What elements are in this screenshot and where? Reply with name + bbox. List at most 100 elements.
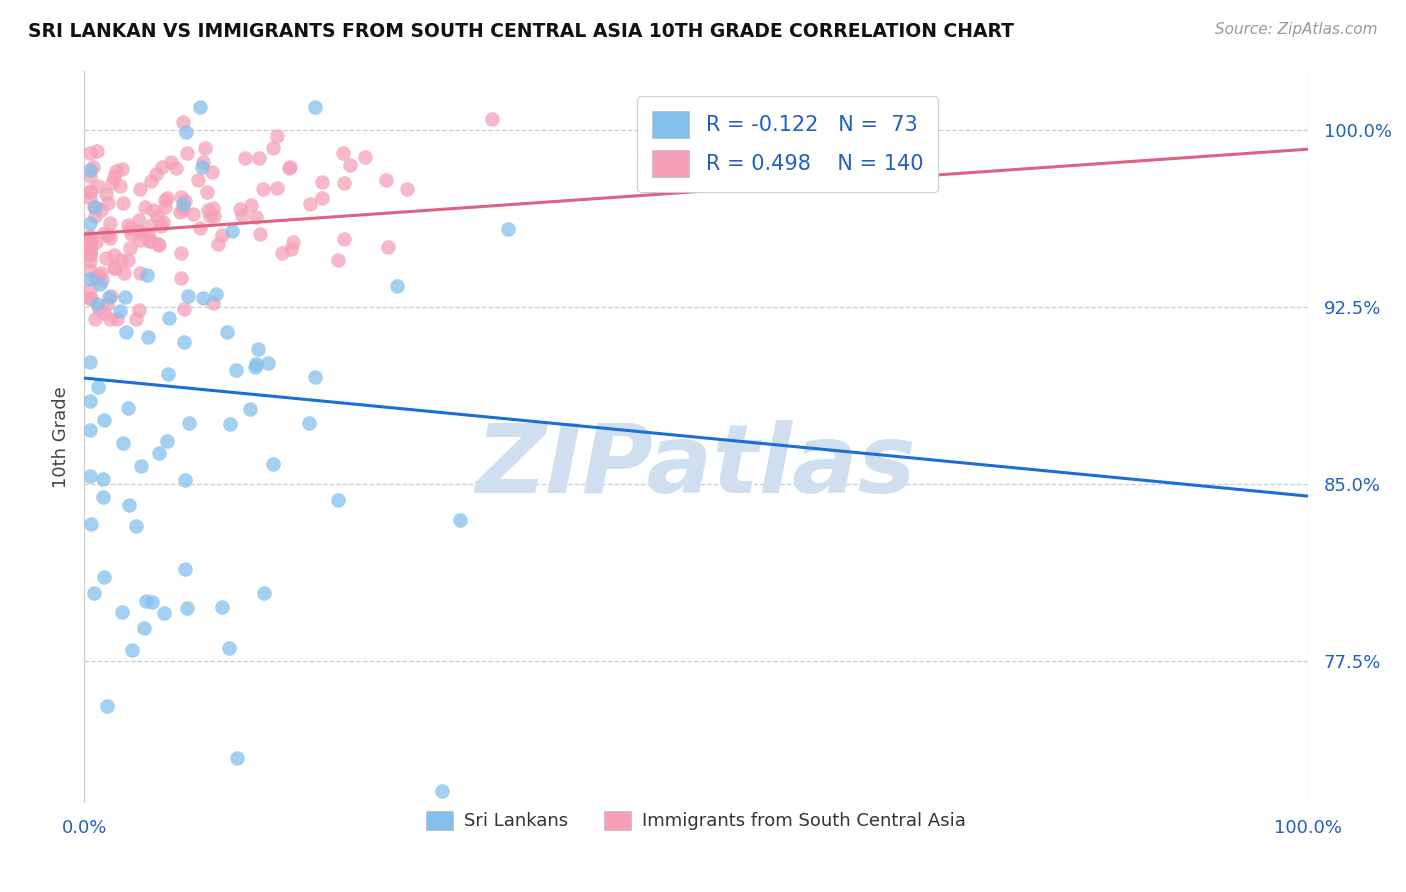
Text: ZIPatlas: ZIPatlas: [475, 420, 917, 513]
Point: [211, 599, 233, 614]
Point: [129, 458, 152, 473]
Point: [96, 186, 118, 201]
Point: [139, 174, 162, 188]
Point: [117, 253, 139, 268]
Point: [79, 245, 101, 260]
Point: [245, 357, 267, 371]
Point: [141, 218, 163, 232]
Point: [118, 498, 141, 512]
Point: [266, 181, 288, 195]
Point: [79, 254, 101, 268]
Point: [91, 490, 114, 504]
Point: [98, 312, 121, 326]
Point: [245, 360, 267, 375]
Point: [225, 363, 247, 377]
Point: [245, 210, 267, 224]
Point: [156, 434, 179, 449]
Point: [191, 160, 214, 174]
Point: [79, 291, 101, 305]
Text: Source: ZipAtlas.com: Source: ZipAtlas.com: [1215, 22, 1378, 37]
Point: [110, 253, 132, 268]
Point: [326, 253, 349, 268]
Point: [170, 245, 193, 260]
Point: [98, 231, 121, 245]
Point: [79, 162, 101, 177]
Point: [481, 112, 503, 126]
Point: [120, 221, 142, 235]
Point: [104, 164, 127, 178]
Point: [174, 562, 197, 576]
Point: [160, 155, 183, 169]
Point: [79, 247, 101, 261]
Point: [105, 312, 128, 326]
Point: [79, 186, 101, 200]
Point: [183, 206, 205, 220]
Point: [148, 238, 170, 252]
Point: [131, 226, 153, 240]
Point: [277, 161, 299, 175]
Point: [79, 394, 101, 409]
Point: [111, 605, 134, 619]
Point: [176, 601, 198, 615]
Point: [79, 354, 101, 368]
Point: [179, 417, 201, 431]
Point: [148, 237, 170, 252]
Point: [93, 306, 115, 320]
Point: [93, 226, 115, 240]
Point: [155, 193, 177, 207]
Point: [188, 100, 211, 114]
Point: [354, 150, 377, 164]
Point: [125, 518, 148, 533]
Point: [173, 334, 195, 349]
Point: [98, 216, 121, 230]
Point: [249, 227, 271, 241]
Point: [396, 182, 419, 196]
Point: [226, 751, 249, 765]
Point: [86, 379, 108, 393]
Point: [103, 169, 125, 184]
Point: [79, 233, 101, 247]
Point: [83, 586, 105, 600]
Point: [82, 161, 104, 175]
Point: [252, 585, 274, 599]
Point: [139, 234, 162, 248]
Point: [97, 290, 120, 304]
Point: [141, 595, 163, 609]
Point: [83, 200, 105, 214]
Point: [375, 173, 398, 187]
Point: [83, 200, 105, 214]
Point: [128, 234, 150, 248]
Point: [298, 197, 321, 211]
Point: [298, 416, 321, 430]
Point: [90, 203, 112, 218]
Point: [97, 227, 120, 242]
Point: [83, 312, 105, 326]
Point: [247, 342, 270, 356]
Point: [125, 312, 148, 326]
Point: [90, 273, 112, 287]
Point: [89, 277, 111, 291]
Point: [79, 469, 101, 483]
Point: [157, 311, 180, 326]
Point: [128, 224, 150, 238]
Point: [262, 457, 284, 471]
Point: [91, 472, 114, 486]
Point: [94, 251, 117, 265]
Point: [93, 570, 115, 584]
Point: [79, 283, 101, 297]
Point: [156, 367, 179, 381]
Point: [496, 222, 519, 236]
Point: [156, 191, 179, 205]
Text: SRI LANKAN VS IMMIGRANTS FROM SOUTH CENTRAL ASIA 10TH GRADE CORRELATION CHART: SRI LANKAN VS IMMIGRANTS FROM SOUTH CENT…: [28, 22, 1014, 41]
Point: [86, 145, 108, 159]
Point: [202, 295, 225, 310]
Point: [128, 303, 150, 318]
Point: [239, 402, 262, 417]
Point: [87, 179, 110, 194]
Point: [135, 594, 157, 608]
Point: [661, 112, 683, 126]
Point: [134, 200, 156, 214]
Point: [198, 209, 221, 223]
Point: [228, 202, 250, 216]
Point: [188, 220, 211, 235]
